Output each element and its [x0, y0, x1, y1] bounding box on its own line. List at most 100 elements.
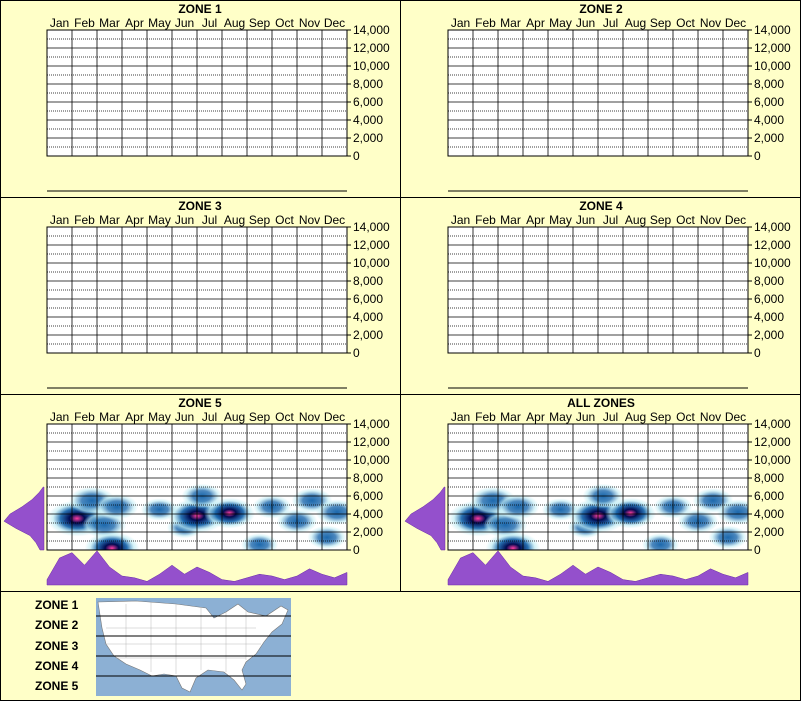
- month-tick-label: Mar: [99, 410, 120, 424]
- density-blob: [641, 533, 680, 550]
- month-tick-label: Sep: [249, 410, 271, 424]
- y-tick-label: 0: [754, 543, 761, 557]
- month-tick-label: Nov: [700, 16, 721, 30]
- month-marginal: [447, 550, 749, 586]
- y-tick-label: 10,000: [353, 256, 390, 270]
- month-tick-label: Mar: [500, 410, 521, 424]
- zone-legend: ZONE 1 ZONE 2 ZONE 3 ZONE 4 ZONE 5: [0, 591, 801, 701]
- plot-border: [46, 226, 348, 354]
- month-tick-label: Jun: [576, 16, 595, 30]
- plot-border: [447, 423, 749, 551]
- y-tick-label: 2,000: [353, 328, 383, 342]
- month-tick-label: Oct: [676, 410, 695, 424]
- density-blob: [203, 497, 256, 529]
- y-tick-label: 10,000: [353, 453, 390, 467]
- y-tick-label: 14,000: [353, 23, 390, 37]
- y-tick-label: 2,000: [754, 328, 784, 342]
- plot-border: [447, 29, 749, 157]
- month-tick-label: Oct: [275, 16, 294, 30]
- month-tick-label: May: [549, 16, 572, 30]
- y-tick-label: 2,000: [754, 525, 784, 539]
- month-tick-label: Jun: [175, 410, 194, 424]
- y-tick-label: 8,000: [353, 77, 383, 91]
- y-tick-label: 2,000: [353, 131, 383, 145]
- month-tick-label: Oct: [676, 213, 695, 227]
- month-tick-label: Oct: [275, 410, 294, 424]
- legend-zone-3-label: ZONE 3: [35, 639, 79, 653]
- legend-zone-2-label: ZONE 2: [35, 618, 79, 632]
- month-tick-label: Jul: [603, 16, 618, 30]
- month-tick-label: Jan: [50, 213, 69, 227]
- month-tick-label: Feb: [475, 213, 496, 227]
- y-tick-label: 6,000: [754, 95, 784, 109]
- month-tick-label: Apr: [125, 410, 144, 424]
- month-tick-label: Aug: [625, 16, 646, 30]
- y-tick-label: 8,000: [353, 471, 383, 485]
- month-tick-label: May: [148, 16, 171, 30]
- y-tick-label: 10,000: [754, 453, 791, 467]
- y-tick-label: 2,000: [353, 525, 383, 539]
- density-blob: [315, 499, 347, 525]
- month-tick-label: Apr: [125, 213, 144, 227]
- y-tick-label: 6,000: [353, 95, 383, 109]
- y-tick-label: 10,000: [754, 256, 791, 270]
- density-blob: [95, 494, 139, 520]
- month-tick-label: Dec: [725, 16, 746, 30]
- zone-panel-4: ZONE 4 Jan Feb Mar Apr May Jun Jul Aug Sep Oct Nov D…: [447, 199, 791, 389]
- month-tick-label: Apr: [526, 410, 545, 424]
- month-tick-label: Jul: [202, 410, 217, 424]
- month-tick-label: May: [148, 213, 171, 227]
- density-blob: [240, 533, 279, 550]
- month-tick-label: Sep: [650, 410, 672, 424]
- y-tick-label: 14,000: [353, 220, 390, 234]
- month-tick-label: May: [549, 213, 572, 227]
- month-tick-label: Jul: [603, 410, 618, 424]
- legend-zone-4-label: ZONE 4: [35, 659, 79, 673]
- y-tick-label: 4,000: [353, 113, 383, 127]
- y-tick-label: 8,000: [754, 274, 784, 288]
- density-blob: [716, 499, 748, 525]
- us-landmass: [97, 600, 289, 693]
- panel-title: ZONE 4: [579, 199, 623, 213]
- legend-zone-1-label: ZONE 1: [35, 598, 79, 612]
- month-tick-label: Jan: [50, 16, 69, 30]
- month-tick-label: Dec: [324, 213, 345, 227]
- y-tick-label: 12,000: [754, 41, 791, 55]
- month-tick-label: Feb: [74, 16, 95, 30]
- y-tick-label: 0: [353, 543, 360, 557]
- month-tick-label: Jun: [576, 213, 595, 227]
- y-tick-label: 14,000: [754, 220, 791, 234]
- y-tick-label: 14,000: [754, 417, 791, 431]
- density-blob: [496, 494, 540, 520]
- month-tick-label: Aug: [224, 16, 245, 30]
- y-tick-label: 6,000: [353, 292, 383, 306]
- month-tick-label: Jul: [202, 16, 217, 30]
- y-tick-label: 0: [353, 149, 360, 163]
- y-tick-label: 4,000: [353, 310, 383, 324]
- month-tick-label: Sep: [249, 213, 271, 227]
- y-tick-label: 10,000: [353, 59, 390, 73]
- plot-border: [447, 226, 749, 354]
- month-tick-label: Feb: [475, 410, 496, 424]
- month-tick-label: Nov: [299, 410, 320, 424]
- month-tick-label: Nov: [299, 16, 320, 30]
- density-blob: [708, 525, 748, 550]
- y-tick-label: 4,000: [754, 507, 784, 521]
- zone-charts: ZONE 1 Jan Feb Mar Apr May Jun Jul Aug Sep Oct Nov D…: [3, 2, 791, 586]
- month-tick-label: Sep: [650, 16, 672, 30]
- month-tick-label: Feb: [74, 213, 95, 227]
- zone-panel-6: ALL ZONES Jan Feb Mar Apr May Jun Jul Aug Sep Oct N…: [404, 396, 791, 586]
- zone-panel-5: ZONE 5 Jan Feb Mar Apr May Jun Jul Aug Sep Oct Nov D…: [3, 396, 390, 586]
- density-blob: [307, 525, 347, 550]
- y-tick-label: 4,000: [353, 507, 383, 521]
- month-tick-label: Mar: [99, 213, 120, 227]
- month-tick-label: Dec: [725, 410, 746, 424]
- month-tick-label: Jun: [175, 213, 194, 227]
- month-tick-label: Feb: [475, 16, 496, 30]
- month-tick-label: Sep: [249, 16, 271, 30]
- density-blob: [604, 497, 657, 529]
- month-tick-label: Jan: [50, 410, 69, 424]
- month-tick-label: Aug: [224, 410, 245, 424]
- month-tick-label: Sep: [650, 213, 672, 227]
- panel-title: ZONE 1: [178, 2, 222, 16]
